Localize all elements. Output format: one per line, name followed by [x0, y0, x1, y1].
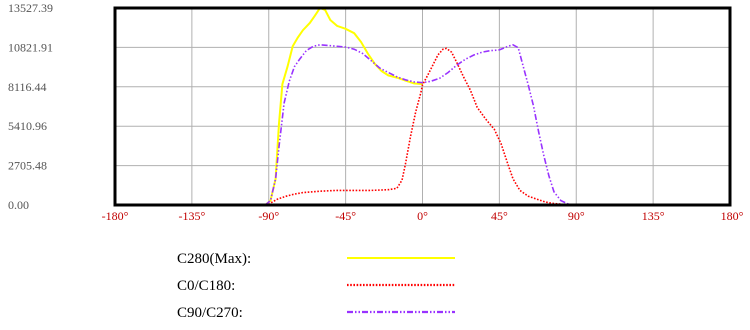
series-lines — [264, 6, 573, 206]
x-tick-label: 0° — [417, 209, 428, 223]
y-tick-label: 0.00 — [8, 198, 29, 212]
x-tick-label: -90° — [258, 209, 279, 223]
grid-lines — [114, 7, 731, 206]
x-tick-label: 135° — [642, 209, 665, 223]
x-tick-label: 180° — [721, 209, 744, 223]
plot-area-frame — [113, 6, 732, 207]
x-tick-label: 90° — [568, 209, 585, 223]
y-tick-label: 10821.91 — [8, 40, 53, 54]
legend-label: C280(Max): — [177, 251, 251, 267]
x-axis-tick-labels: -180° -135° -90° -45° 0° 45° 90° 135° 180° — [102, 209, 744, 223]
x-tick-label: -45° — [335, 209, 356, 223]
series-line — [265, 47, 573, 206]
y-tick-label: 8116.44 — [8, 80, 47, 94]
y-tick-label: 2705.48 — [8, 159, 47, 173]
y-axis-tick-labels: 13527.39 10821.91 8116.44 5410.96 2705.48 0.0… — [8, 1, 53, 212]
x-tick-label: 45° — [491, 209, 508, 223]
series-line — [264, 43, 573, 206]
legend: C280(Max): C0/C180: C90/C270: — [177, 251, 455, 321]
y-tick-label: 13527.39 — [8, 1, 53, 15]
y-tick-label: 5410.96 — [8, 119, 47, 133]
x-tick-label: -180° — [102, 209, 129, 223]
series-line — [264, 6, 423, 206]
legend-label: C90/C270: — [177, 305, 243, 321]
x-tick-label: -135° — [178, 209, 205, 223]
legend-label: C0/C180: — [177, 278, 235, 294]
